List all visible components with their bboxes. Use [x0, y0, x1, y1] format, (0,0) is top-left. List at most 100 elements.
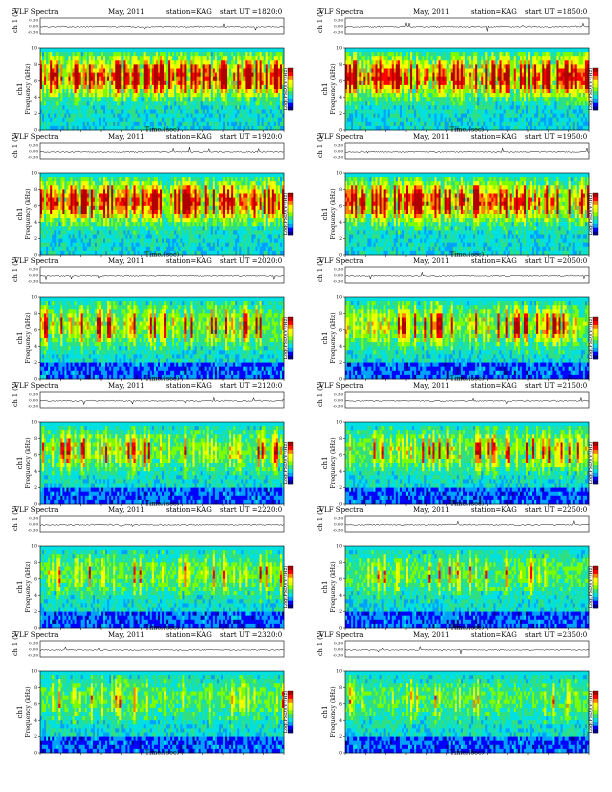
spectrogram-cell [90, 101, 94, 106]
spectrogram-cell [410, 105, 413, 110]
spectrogram-cell [440, 60, 443, 65]
spectrogram-cell [74, 48, 77, 53]
spectrogram-cell [52, 97, 55, 102]
spectrogram-cell [568, 101, 571, 106]
spectrogram-cell [70, 105, 73, 110]
spectrogram-cell [503, 105, 506, 110]
spectrogram-cell [48, 113, 51, 118]
spectrogram-cell [399, 121, 403, 127]
spectrogram-cell [115, 97, 118, 102]
spectrogram-cell [351, 64, 354, 69]
spectrogram-cell [241, 76, 244, 82]
spectrogram-cell [406, 93, 409, 98]
spectrogram-cell [576, 80, 580, 86]
spectrogram-cell [458, 121, 462, 127]
spectrogram-cell [519, 48, 523, 53]
spectrogram-cell [208, 125, 212, 131]
spectrogram-cell [570, 76, 574, 82]
spectrogram-cell [98, 60, 102, 65]
spectrogram-cell [528, 84, 531, 90]
spectrogram-cell [111, 64, 114, 69]
spectrogram-cell [113, 56, 116, 61]
spectrogram-cell [454, 93, 458, 98]
spectrogram-cell [383, 97, 386, 102]
spectrogram-cell [586, 76, 590, 82]
spectrogram-cell [56, 60, 59, 65]
spectrogram-cell [363, 117, 366, 123]
spectrogram-cell [387, 68, 391, 73]
spectrogram-cell [62, 101, 65, 106]
spectrogram-cell [174, 52, 177, 57]
spectrogram-cell [98, 64, 102, 69]
spectrogram-cell [387, 72, 391, 77]
spectrogram-cell [251, 101, 254, 106]
spectrogram-cell [432, 109, 435, 114]
spectrogram-cell [367, 52, 370, 57]
spectrogram-cell [117, 97, 120, 102]
spectrogram-cell [82, 172, 86, 177]
spectrogram-cell [107, 84, 110, 90]
spectrogram-cell [206, 105, 210, 110]
spectrogram-cell [178, 89, 181, 94]
spectrogram-cell [141, 117, 144, 123]
spectrogram-cell [446, 56, 449, 61]
spectrogram-cell [123, 84, 126, 90]
spectrogram-cell [401, 68, 405, 73]
spectrogram-cell [542, 68, 545, 73]
spectrogram-cell [84, 105, 88, 110]
spectrogram-cell [542, 52, 545, 57]
spectrogram-cell [578, 125, 582, 131]
spectrogram-cell [345, 97, 348, 102]
spectrogram-cell [446, 80, 449, 86]
spectrogram-cell [412, 109, 415, 114]
spectrogram-cell [578, 105, 582, 110]
spectrogram-cell [369, 89, 372, 94]
spectrogram-cell [225, 97, 228, 102]
spectrogram-cell [78, 89, 81, 94]
spectrogram-cell [227, 60, 230, 65]
spectrogram-cell [493, 101, 496, 106]
spectrogram-cell [98, 48, 102, 53]
spectrogram-cell [552, 84, 555, 90]
spectrogram-cell [566, 109, 569, 114]
spectrogram-cell [139, 89, 142, 94]
spectrogram-cell [481, 80, 484, 86]
spectrogram-cell [525, 89, 529, 94]
spectrogram-cell [566, 64, 569, 69]
spectrogram-cell [532, 60, 535, 65]
spectrogram-cell [534, 105, 537, 110]
spectrogram-cell [133, 121, 136, 127]
spectrogram-cell [391, 93, 395, 98]
spectrogram-cell [434, 125, 437, 131]
spectrogram-cell [513, 121, 517, 127]
spectrogram-cell [210, 56, 214, 61]
spectrogram-cell [214, 68, 218, 73]
spectrogram-cell [383, 93, 386, 98]
spectrogram-cell [497, 121, 500, 127]
spectrogram-cell [237, 109, 240, 114]
spectrogram-cell [210, 121, 214, 127]
spectrogram-cell [493, 64, 496, 69]
spectrogram-cell [60, 84, 63, 90]
spectrogram-cell [469, 113, 472, 118]
spectrogram-cell [554, 101, 557, 106]
spectrogram-cell [483, 52, 486, 57]
spectrogram-cell [426, 76, 429, 82]
spectrogram-cell [467, 89, 470, 94]
spectrogram-cell [523, 52, 527, 57]
spectrogram-cell [281, 80, 285, 86]
spectrogram-cell [218, 68, 222, 73]
spectrogram-cell [247, 68, 250, 73]
spectrogram-cell [129, 84, 132, 90]
spectrogram-cell [192, 109, 195, 114]
spectrogram-cell [141, 121, 144, 127]
channel-axis-label: ch 1 (V) [316, 8, 324, 33]
spectrogram-cell [245, 48, 248, 53]
spectrogram-cell [56, 72, 59, 77]
spectrogram-cell [40, 56, 43, 61]
spectrogram-cell [464, 80, 468, 86]
spectrogram-cell [172, 113, 175, 118]
spectrogram-cell [202, 68, 205, 73]
spectrogram-cell [247, 97, 250, 102]
spectrogram-cell [379, 109, 382, 114]
